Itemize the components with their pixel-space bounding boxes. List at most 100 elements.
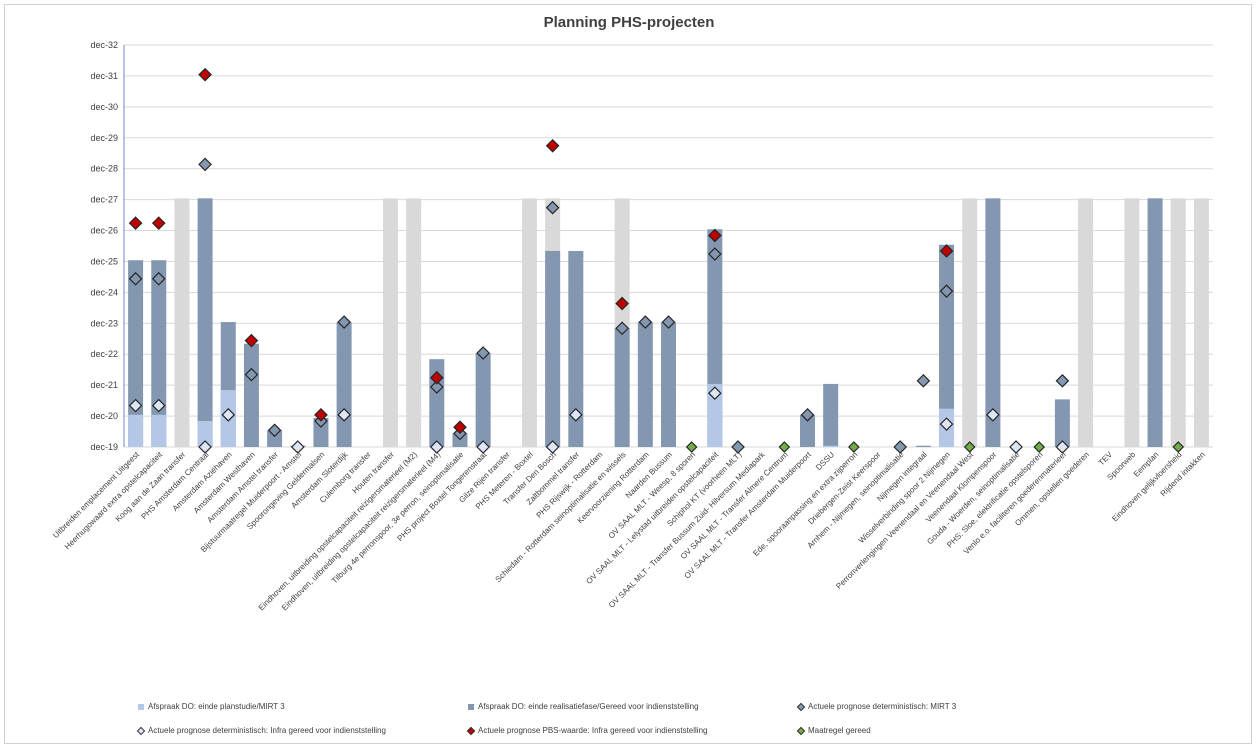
bar-maatregel xyxy=(1193,198,1209,447)
x-tick-label: TEV xyxy=(1097,450,1115,468)
y-tick-label: dec-22 xyxy=(90,349,118,359)
x-tick-label: Uitbreiden emplacement Uitgeest xyxy=(51,450,142,541)
y-tick-label: dec-26 xyxy=(90,226,118,236)
marker-infra xyxy=(707,386,722,401)
marker-pbs xyxy=(939,244,954,258)
marker-mirt3 xyxy=(916,373,931,388)
y-tick-label: dec-23 xyxy=(90,318,118,328)
marker-mirt3 xyxy=(151,271,166,286)
bar-maatregel xyxy=(1124,198,1140,447)
legend-diamond-icon xyxy=(136,726,146,735)
marker-mirt3 xyxy=(731,440,745,454)
marker-mirt3 xyxy=(267,423,282,438)
bar-realisatie xyxy=(985,198,1001,447)
marker-infra xyxy=(1009,440,1023,454)
marker-pbs xyxy=(198,67,212,82)
bar-planstudie xyxy=(151,414,167,447)
legend-label: Actuele prognose PBS-waarde: Infra geree… xyxy=(478,726,708,735)
marker-mirt3 xyxy=(337,315,351,329)
legend-label: Actuele prognose deterministisch: MIRT 3 xyxy=(808,702,957,711)
legend-label: Afspraak DO: einde planstudie/MIRT 3 xyxy=(148,702,285,711)
bar-realisatie xyxy=(128,260,144,447)
marker-mirt3 xyxy=(939,284,954,298)
marker-pbs xyxy=(244,333,259,348)
x-tick-label: OV SAAL MLT - Transfer Almere Centrum xyxy=(679,450,790,561)
legend-diamond-icon xyxy=(796,702,806,711)
legend-swatch xyxy=(468,703,474,710)
bar-maatregel xyxy=(1078,198,1094,447)
legend-item-planstudie: Afspraak DO: einde planstudie/MIRT 3 xyxy=(138,702,285,711)
marker-mirt3 xyxy=(545,200,560,215)
legend-diamond-icon xyxy=(796,726,806,735)
marker-gereed xyxy=(1033,441,1046,453)
marker-mirt3 xyxy=(707,247,722,261)
marker-mirt3 xyxy=(1055,373,1070,388)
bar-realisatie xyxy=(614,328,630,447)
bar-realisatie xyxy=(661,322,676,447)
legend-item-realisatie: Afspraak DO: einde realisatiefase/Gereed… xyxy=(468,702,699,711)
marker-infra xyxy=(1055,440,1070,454)
bar-realisatie xyxy=(336,322,352,447)
marker-mirt3 xyxy=(661,315,676,329)
marker-infra xyxy=(986,407,1000,422)
y-tick-label: dec-29 xyxy=(90,133,118,143)
marker-pbs xyxy=(615,296,630,311)
legend-item-mirt3-prognose: Actuele prognose deterministisch: MIRT 3 xyxy=(796,702,957,711)
legend-diamond-icon xyxy=(466,726,476,735)
bar-realisatie xyxy=(429,359,445,447)
y-tick-label: dec-31 xyxy=(90,71,118,81)
bar-realisatie xyxy=(1054,399,1070,447)
y-tick-label: dec-20 xyxy=(90,411,118,421)
legend-item-maatregel-gereed: Maatregel gereed xyxy=(796,726,871,735)
marker-infra xyxy=(337,407,351,422)
marker-pbs xyxy=(545,138,560,153)
marker-gereed xyxy=(848,441,860,453)
marker-infra xyxy=(429,440,444,454)
marker-pbs xyxy=(453,420,467,435)
x-tick-label: Heerhugowaard extra opstelcapaciteit xyxy=(63,450,165,552)
marker-infra xyxy=(221,407,236,422)
legend-item-infra-prognose: Actuele prognose deterministisch: Infra … xyxy=(136,726,386,735)
bar-maatregel xyxy=(1170,198,1186,447)
marker-infra xyxy=(545,440,560,454)
y-tick-label: dec-24 xyxy=(90,287,118,297)
bar-maatregel xyxy=(406,198,422,447)
bar-maatregel xyxy=(174,198,190,447)
bar-realisatie xyxy=(1147,198,1163,447)
chart-plot: dec-19 dec-20 dec-21 dec-22 dec-23 dec-24 dec-… xyxy=(51,40,1213,612)
marker-mirt3 xyxy=(638,315,653,329)
legend-label: Actuele prognose deterministisch: Infra … xyxy=(148,726,386,735)
bar-realisatie xyxy=(939,244,955,447)
bar-realisatie xyxy=(243,343,259,447)
marker-mirt3 xyxy=(198,157,212,172)
marker-mirt3 xyxy=(615,321,630,336)
marker-pbs xyxy=(429,370,444,385)
y-tick-label: dec-30 xyxy=(90,102,118,112)
marker-mirt3 xyxy=(476,346,490,360)
y-tick-label: dec-28 xyxy=(90,164,118,174)
marker-infra xyxy=(198,440,212,454)
bar-planstudie xyxy=(128,414,144,447)
y-tick-label: dec-21 xyxy=(90,380,118,390)
bar-realisatie xyxy=(545,250,561,447)
marker-infra xyxy=(939,417,954,431)
bar-realisatie xyxy=(197,198,213,447)
legend-label: Maatregel gereed xyxy=(808,726,871,735)
marker-pbs xyxy=(314,407,328,422)
y-tick-label: dec-27 xyxy=(90,195,118,205)
bar-realisatie xyxy=(637,322,653,447)
marker-mirt3 xyxy=(800,407,815,422)
marker-pbs xyxy=(151,216,166,230)
marker-pbs xyxy=(707,228,722,243)
legend-item-pbs-prognose: Actuele prognose PBS-waarde: Infra geree… xyxy=(466,726,708,735)
bar-realisatie xyxy=(823,383,839,447)
bar-realisatie xyxy=(313,417,329,447)
bar-maatregel xyxy=(382,198,398,447)
bar-realisatie xyxy=(568,250,584,447)
bar-realisatie xyxy=(267,430,283,447)
marker-mirt3 xyxy=(893,440,908,454)
marker-mirt3 xyxy=(429,380,444,394)
marker-gereed xyxy=(963,441,976,453)
marker-infra xyxy=(151,398,166,413)
marker-infra xyxy=(290,440,305,454)
